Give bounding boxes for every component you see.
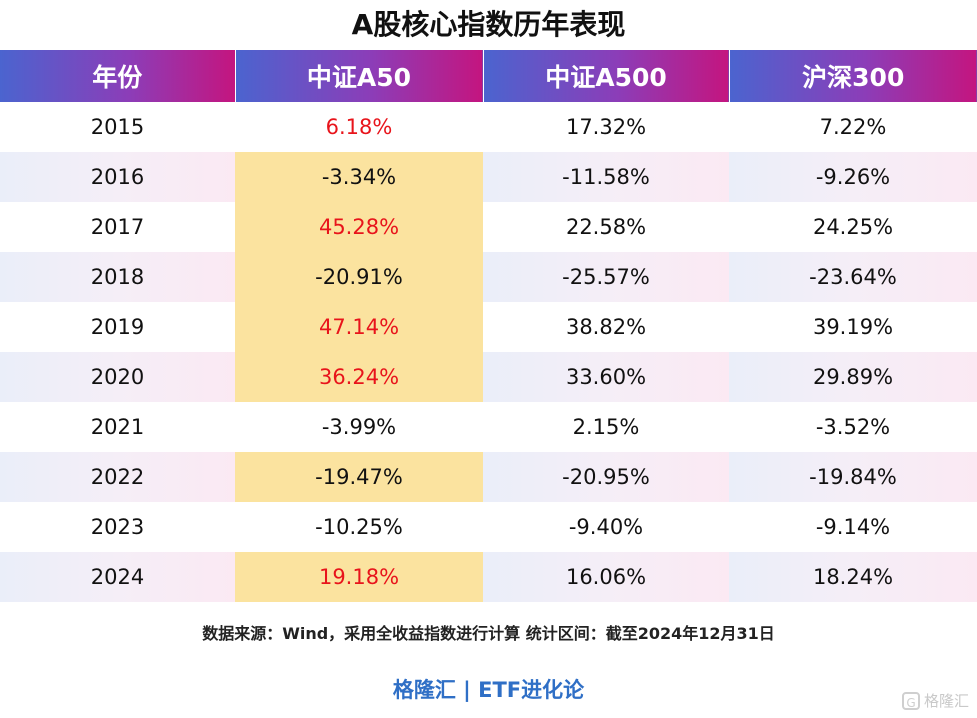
page-title: A股核心指数历年表现 — [351, 8, 626, 41]
a500-cell: 17.32% — [565, 115, 647, 139]
hs300-cell: -19.84% — [729, 452, 977, 502]
source-note: 数据来源：Wind，采用全收益指数进行计算 统计区间：截至2024年12月31日 — [202, 624, 775, 643]
year-cell: 2022 — [0, 452, 235, 502]
hs300-cell: 39.19% — [812, 315, 894, 339]
a50-cell: 47.14% — [235, 302, 483, 352]
a50-cell: 45.28% — [235, 202, 483, 252]
year-cell: 2015 — [90, 115, 145, 139]
table-row: 2023 -10.25% -9.40% -9.14% — [0, 502, 977, 552]
a500-cell: -11.58% — [483, 152, 729, 202]
watermark: G 格隆汇 — [901, 690, 969, 711]
a500-cell: 16.06% — [483, 552, 729, 602]
table-header-row: 年份 中证A50 中证A500 沪深300 — [0, 50, 977, 102]
hs300-cell: 29.89% — [729, 352, 977, 402]
glh-logo-icon: G — [901, 691, 920, 710]
year-cell: 2023 — [90, 515, 145, 539]
table-row: 2021 -3.99% 2.15% -3.52% — [0, 402, 977, 452]
hs300-cell: 18.24% — [729, 552, 977, 602]
year-cell: 2016 — [0, 152, 235, 202]
a500-cell: 33.60% — [483, 352, 729, 402]
year-cell: 2017 — [90, 215, 145, 239]
a500-cell: 38.82% — [565, 315, 647, 339]
a50-cell: -19.47% — [235, 452, 483, 502]
a500-cell: -25.57% — [483, 252, 729, 302]
column-header-hs300: 沪深300 — [729, 50, 977, 102]
table-row: 2015 6.18% 17.32% 7.22% — [0, 102, 977, 152]
hs300-cell: 7.22% — [819, 115, 887, 139]
a50-cell: -3.99% — [321, 415, 397, 439]
watermark-text: 格隆汇 — [923, 692, 969, 710]
column-header-year: 年份 — [0, 50, 236, 102]
index-performance-table: 年份 中证A50 中证A500 沪深300 2015 6.18% 17.32% 7.2… — [0, 50, 977, 602]
a500-cell: 2.15% — [572, 415, 640, 439]
column-header-a50: 中证A50 — [235, 50, 484, 102]
hs300-cell: -3.52% — [815, 415, 891, 439]
table-row: 2019 47.14% 38.82% 39.19% — [0, 302, 977, 352]
a50-cell: 36.24% — [235, 352, 483, 402]
table-row: 2020 36.24% 33.60% 29.89% — [0, 352, 977, 402]
table-row: 2016 -3.34% -11.58% -9.26% — [0, 152, 977, 202]
a50-cell: -3.34% — [235, 152, 483, 202]
a500-cell: 22.58% — [565, 215, 647, 239]
table-body: 2015 6.18% 17.32% 7.22% 2016 -3.34% -11.58% -9.… — [0, 102, 977, 602]
hs300-cell: -9.26% — [729, 152, 977, 202]
table-row: 2024 19.18% 16.06% 18.24% — [0, 552, 977, 602]
year-cell: 2021 — [90, 415, 145, 439]
footer-brand: 格隆汇 | ETF进化论 — [392, 678, 585, 702]
year-cell: 2019 — [90, 315, 145, 339]
table-row: 2017 45.28% 22.58% 24.25% — [0, 202, 977, 252]
a500-cell: -20.95% — [483, 452, 729, 502]
a50-cell: -20.91% — [235, 252, 483, 302]
table-row: 2022 -19.47% -20.95% -19.84% — [0, 452, 977, 502]
hs300-cell: -9.14% — [815, 515, 891, 539]
year-cell: 2024 — [0, 552, 235, 602]
table-row: 2018 -20.91% -25.57% -23.64% — [0, 252, 977, 302]
hs300-cell: 24.25% — [812, 215, 894, 239]
column-header-a500: 中证A500 — [483, 50, 730, 102]
a50-cell: 19.18% — [235, 552, 483, 602]
a50-cell: -10.25% — [315, 515, 403, 539]
a50-cell: 6.18% — [325, 115, 393, 139]
a500-cell: -9.40% — [568, 515, 644, 539]
year-cell: 2020 — [0, 352, 235, 402]
hs300-cell: -23.64% — [729, 252, 977, 302]
year-cell: 2018 — [0, 252, 235, 302]
